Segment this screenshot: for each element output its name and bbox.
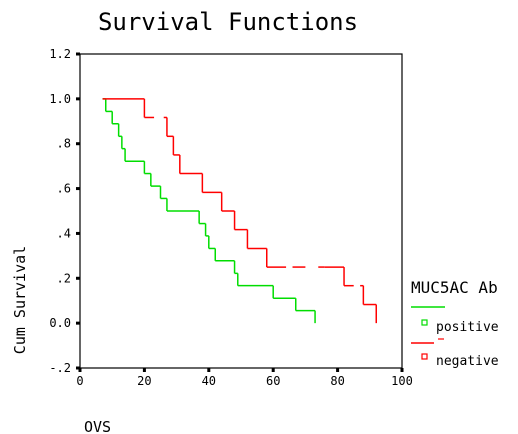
x-tick-label: 100 (391, 374, 413, 388)
y-tick-label: 1.0 (49, 92, 71, 106)
y-axis-label: Cum Survival (11, 246, 29, 354)
legend-marker-negative (421, 353, 428, 360)
legend-marker-positive (421, 319, 428, 326)
legend-title: MUC5AC Ab (411, 278, 498, 297)
legend: MUC5AC Ab positive negative (411, 278, 499, 369)
x-axis-label: OVS (84, 418, 111, 434)
y-tick-label: .4 (57, 226, 71, 240)
legend-label-positive: positive (436, 320, 499, 335)
x-axis: 0 20 40 60 80 100 (76, 368, 413, 388)
x-tick-label: 60 (266, 374, 280, 388)
chart-title: Survival Functions (98, 8, 358, 36)
y-tick-label: 0.0 (49, 316, 71, 330)
x-tick-label: 40 (202, 374, 216, 388)
y-tick-label: 1.2 (49, 47, 71, 61)
legend-label-negative: negative (436, 354, 499, 369)
series-layer (102, 98, 377, 324)
y-tick-label: -.2 (49, 361, 71, 375)
y-tick-label: .2 (57, 271, 71, 285)
x-tick-label: 20 (137, 374, 151, 388)
y-tick-label: .6 (57, 182, 71, 196)
x-tick-label: 80 (330, 374, 344, 388)
y-tick-label: .8 (57, 137, 71, 151)
plot-frame (79, 53, 403, 369)
x-tick-label: 0 (76, 374, 83, 388)
y-axis: -.2 0.0 .2 .4 .6 .8 1.0 1.2 (49, 47, 80, 375)
